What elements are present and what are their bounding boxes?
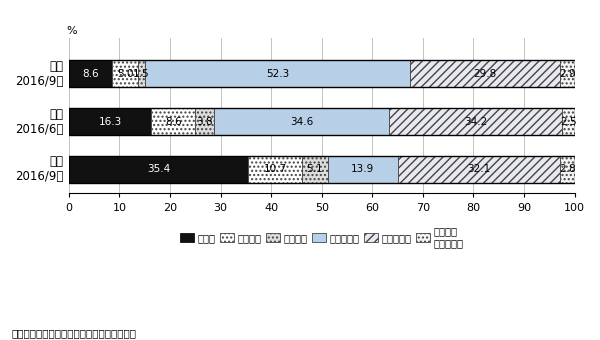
Text: 16.3: 16.3: [98, 117, 122, 126]
Text: 13.9: 13.9: [351, 165, 374, 174]
Bar: [112, 61, 137, 87]
Bar: [145, 61, 410, 87]
Bar: [389, 108, 562, 135]
Bar: [214, 108, 389, 135]
Text: 52.3: 52.3: [266, 69, 289, 79]
Bar: [410, 61, 560, 87]
Text: 1.5: 1.5: [133, 69, 150, 79]
Bar: [328, 156, 398, 183]
Text: 2.9: 2.9: [559, 69, 576, 79]
Bar: [69, 61, 575, 87]
Legend: 株式等, 投資信託, 債務証券, 現金・預金, 保険・年金, その他計
・定型保証: 株式等, 投資信託, 債務証券, 現金・預金, 保険・年金, その他計 ・定型保…: [180, 226, 463, 248]
Bar: [137, 61, 145, 87]
Bar: [151, 108, 195, 135]
Bar: [69, 156, 575, 183]
Text: 3.8: 3.8: [196, 117, 213, 126]
Bar: [248, 156, 302, 183]
Bar: [302, 156, 328, 183]
Bar: [560, 156, 575, 183]
Text: 8.6: 8.6: [82, 69, 99, 79]
Text: 2.8: 2.8: [559, 165, 576, 174]
Text: 34.2: 34.2: [464, 117, 487, 126]
Text: 《資料》日本銀行「資金循環の日米欧比較」: 《資料》日本銀行「資金循環の日米欧比較」: [12, 328, 137, 338]
Bar: [69, 108, 575, 135]
Text: %: %: [67, 26, 77, 36]
Bar: [69, 108, 151, 135]
Text: 5.0: 5.0: [117, 69, 133, 79]
Bar: [69, 61, 112, 87]
Bar: [398, 156, 560, 183]
Bar: [560, 61, 575, 87]
Text: 10.7: 10.7: [263, 165, 287, 174]
Text: 5.1: 5.1: [307, 165, 323, 174]
Text: 8.6: 8.6: [165, 117, 181, 126]
Text: 35.4: 35.4: [147, 165, 170, 174]
Text: 29.8: 29.8: [473, 69, 497, 79]
Bar: [69, 156, 248, 183]
Bar: [562, 108, 575, 135]
Bar: [195, 108, 214, 135]
Text: 2.5: 2.5: [560, 117, 577, 126]
Text: 34.6: 34.6: [290, 117, 313, 126]
Text: 32.1: 32.1: [467, 165, 491, 174]
